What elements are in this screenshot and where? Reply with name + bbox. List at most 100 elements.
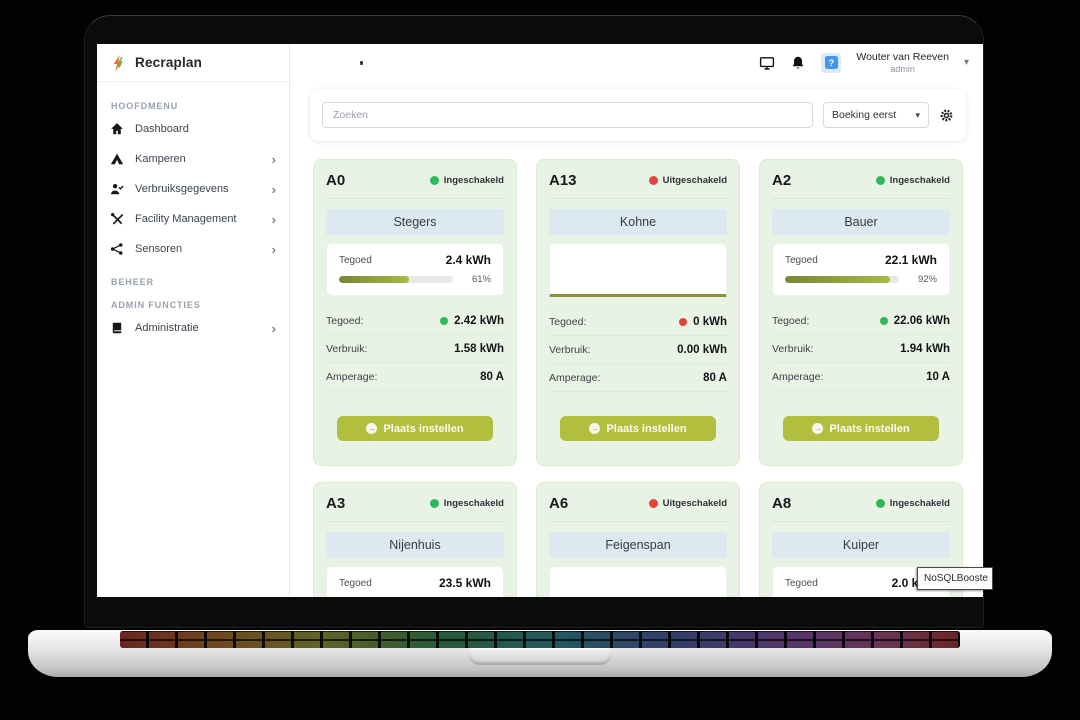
sidebar-menu: HOOFDMENU Dashboard Kamperen › Verbruiks…: [97, 82, 289, 343]
chevron-down-icon[interactable]: ▾: [963, 57, 969, 68]
stat-row: Amperage: 80 A: [326, 363, 504, 391]
stat-label: Tegoed:: [326, 314, 364, 327]
brand-logo-icon: [113, 54, 123, 71]
stat-value: 10 A: [926, 370, 950, 383]
guest-name-banner: Nijenhuis: [326, 532, 504, 558]
bell-icon[interactable]: [790, 55, 806, 71]
user-avatar[interactable]: ?: [821, 52, 842, 73]
stat-label: Amperage:: [326, 370, 378, 383]
chevron-right-icon: ›: [271, 241, 276, 257]
stat-list: Tegoed: 0 kWh Verbruik: 0.00 kWh Amperage: 80…: [549, 308, 727, 392]
main-area: ? Wouter van Reeven admin ▾ Boeking eers…: [290, 44, 983, 597]
status-dot-icon: [879, 316, 888, 325]
credit-meter: Tegoed 22.1 kWh 92%: [772, 243, 950, 296]
sidebar-item-label: Administratie: [135, 322, 199, 334]
status-label: Ingeschakeld: [443, 498, 504, 509]
stat-value: 2.42 kWh: [454, 314, 504, 327]
status-badge: Ingeschakeld: [875, 498, 950, 509]
avatar-glyph: ?: [824, 56, 838, 69]
sidebar-item-verbruiksgegevens[interactable]: Verbruiksgegevens ›: [97, 174, 289, 204]
pitch-card-grid: A0 Ingeschakeld Stegers Tegoed 2.4 kWh 6…: [313, 159, 965, 597]
status-badge: Uitgeschakeld: [648, 175, 727, 186]
chevron-right-icon: ›: [271, 151, 276, 167]
top-header: ? Wouter van Reeven admin ▾: [290, 44, 983, 82]
status-badge: Ingeschakeld: [429, 175, 504, 186]
guest-name-banner: Kohne: [549, 209, 727, 235]
stat-value: 0.00 kWh: [677, 343, 727, 356]
sidebar-item-kamperen[interactable]: Kamperen ›: [97, 144, 289, 174]
pitch-code: A0: [326, 172, 346, 189]
status-dot-icon: [440, 316, 449, 325]
sidebar: Recraplan HOOFDMENU Dashboard Kamperen ›…: [97, 44, 290, 597]
arrow-circle-icon: →: [812, 423, 824, 434]
guest-name-banner: Kuiper: [772, 532, 950, 558]
sidebar-item-sensoren[interactable]: Sensoren ›: [97, 234, 289, 264]
chevron-right-icon: ›: [271, 181, 276, 197]
guest-name: Bauer: [844, 215, 878, 229]
app-display: Recraplan HOOFDMENU Dashboard Kamperen ›…: [97, 44, 983, 597]
credit-meter: [549, 566, 727, 597]
sidebar-section-label: BEHEER: [111, 277, 154, 287]
nodes-icon: [110, 242, 124, 256]
progress-bar: [785, 276, 899, 283]
search-input[interactable]: [322, 102, 813, 128]
status-label: Uitgeschakeld: [662, 175, 727, 186]
meter-label: Tegoed: [785, 254, 818, 266]
monitor-icon[interactable]: [759, 55, 775, 71]
stat-value: 80 A: [480, 370, 504, 383]
sidebar-item-dashboard[interactable]: Dashboard: [97, 114, 289, 144]
plaats-instellen-button[interactable]: → Plaats instellen: [560, 416, 716, 441]
meter-label: Tegoed: [339, 254, 372, 266]
sidebar-item-label: Dashboard: [135, 123, 189, 135]
progress-percent: 61%: [471, 274, 491, 285]
guest-name-banner: Feigenspan: [549, 532, 727, 558]
stat-value: 1.94 kWh: [900, 342, 950, 355]
status-dot-icon: [429, 176, 439, 185]
status-label: Ingeschakeld: [443, 175, 504, 186]
pitch-code: A3: [326, 495, 346, 512]
credit-meter: Tegoed 23.5 kWh 78%: [326, 566, 504, 597]
meter-value: 2.4 kWh: [445, 253, 491, 267]
progress-percent: 92%: [917, 274, 937, 285]
stat-row: Verbruik: 1.58 kWh: [326, 335, 504, 363]
status-badge: Uitgeschakeld: [648, 498, 727, 509]
book-icon: [110, 321, 124, 335]
progress-bar: [339, 276, 453, 283]
user-check-icon: [110, 182, 124, 196]
status-label: Ingeschakeld: [889, 175, 950, 186]
status-dot-icon: [875, 499, 885, 508]
status-dot-icon: [429, 499, 439, 508]
stat-row: Amperage: 10 A: [772, 363, 950, 391]
meter-value: 23.5 kWh: [438, 576, 491, 590]
gear-icon[interactable]: [939, 108, 954, 123]
plaats-instellen-button[interactable]: → Plaats instellen: [337, 416, 493, 441]
stat-label: Tegoed:: [549, 315, 587, 328]
stat-row: Tegoed: 0 kWh: [549, 308, 727, 336]
pitch-card: A13 Uitgeschakeld Kohne Tegoed: 0 kWh Verb…: [536, 159, 740, 466]
stat-list: Tegoed: 22.06 kWh Verbruik: 1.94 kWh Amperag…: [772, 307, 950, 391]
meter-value: 22.1 kWh: [884, 253, 937, 267]
chevron-down-icon: ▾: [915, 109, 920, 120]
stat-value: 1.58 kWh: [454, 342, 504, 355]
stat-value: 0 kWh: [693, 315, 727, 328]
arrow-circle-icon: →: [366, 423, 378, 434]
credit-meter: Tegoed 2.4 kWh 61%: [326, 243, 504, 296]
status-label: Uitgeschakeld: [662, 498, 727, 509]
user-menu[interactable]: Wouter van Reeven admin: [856, 51, 949, 74]
sidebar-item-facility-management[interactable]: Facility Management ›: [97, 204, 289, 234]
status-label: Ingeschakeld: [889, 498, 950, 509]
plaats-instellen-button[interactable]: → Plaats instellen: [783, 416, 939, 441]
stat-row: Tegoed: 2.42 kWh: [326, 307, 504, 335]
stat-label: Verbruik:: [772, 342, 814, 355]
laptop-trackpad-notch: [468, 648, 612, 665]
tent-icon: [110, 152, 124, 166]
pitch-code: A6: [549, 495, 569, 512]
guest-name: Feigenspan: [605, 538, 671, 552]
sort-select[interactable]: Boeking eerst ▾: [823, 102, 929, 128]
sort-select-value: Boeking eerst: [832, 109, 897, 121]
laptop-keyboard: [120, 631, 960, 648]
brand[interactable]: Recraplan: [97, 44, 289, 82]
sidebar-item-administratie[interactable]: Administratie ›: [97, 313, 289, 343]
stat-list: Tegoed: 2.42 kWh Verbruik: 1.58 kWh Amperage…: [326, 307, 504, 391]
